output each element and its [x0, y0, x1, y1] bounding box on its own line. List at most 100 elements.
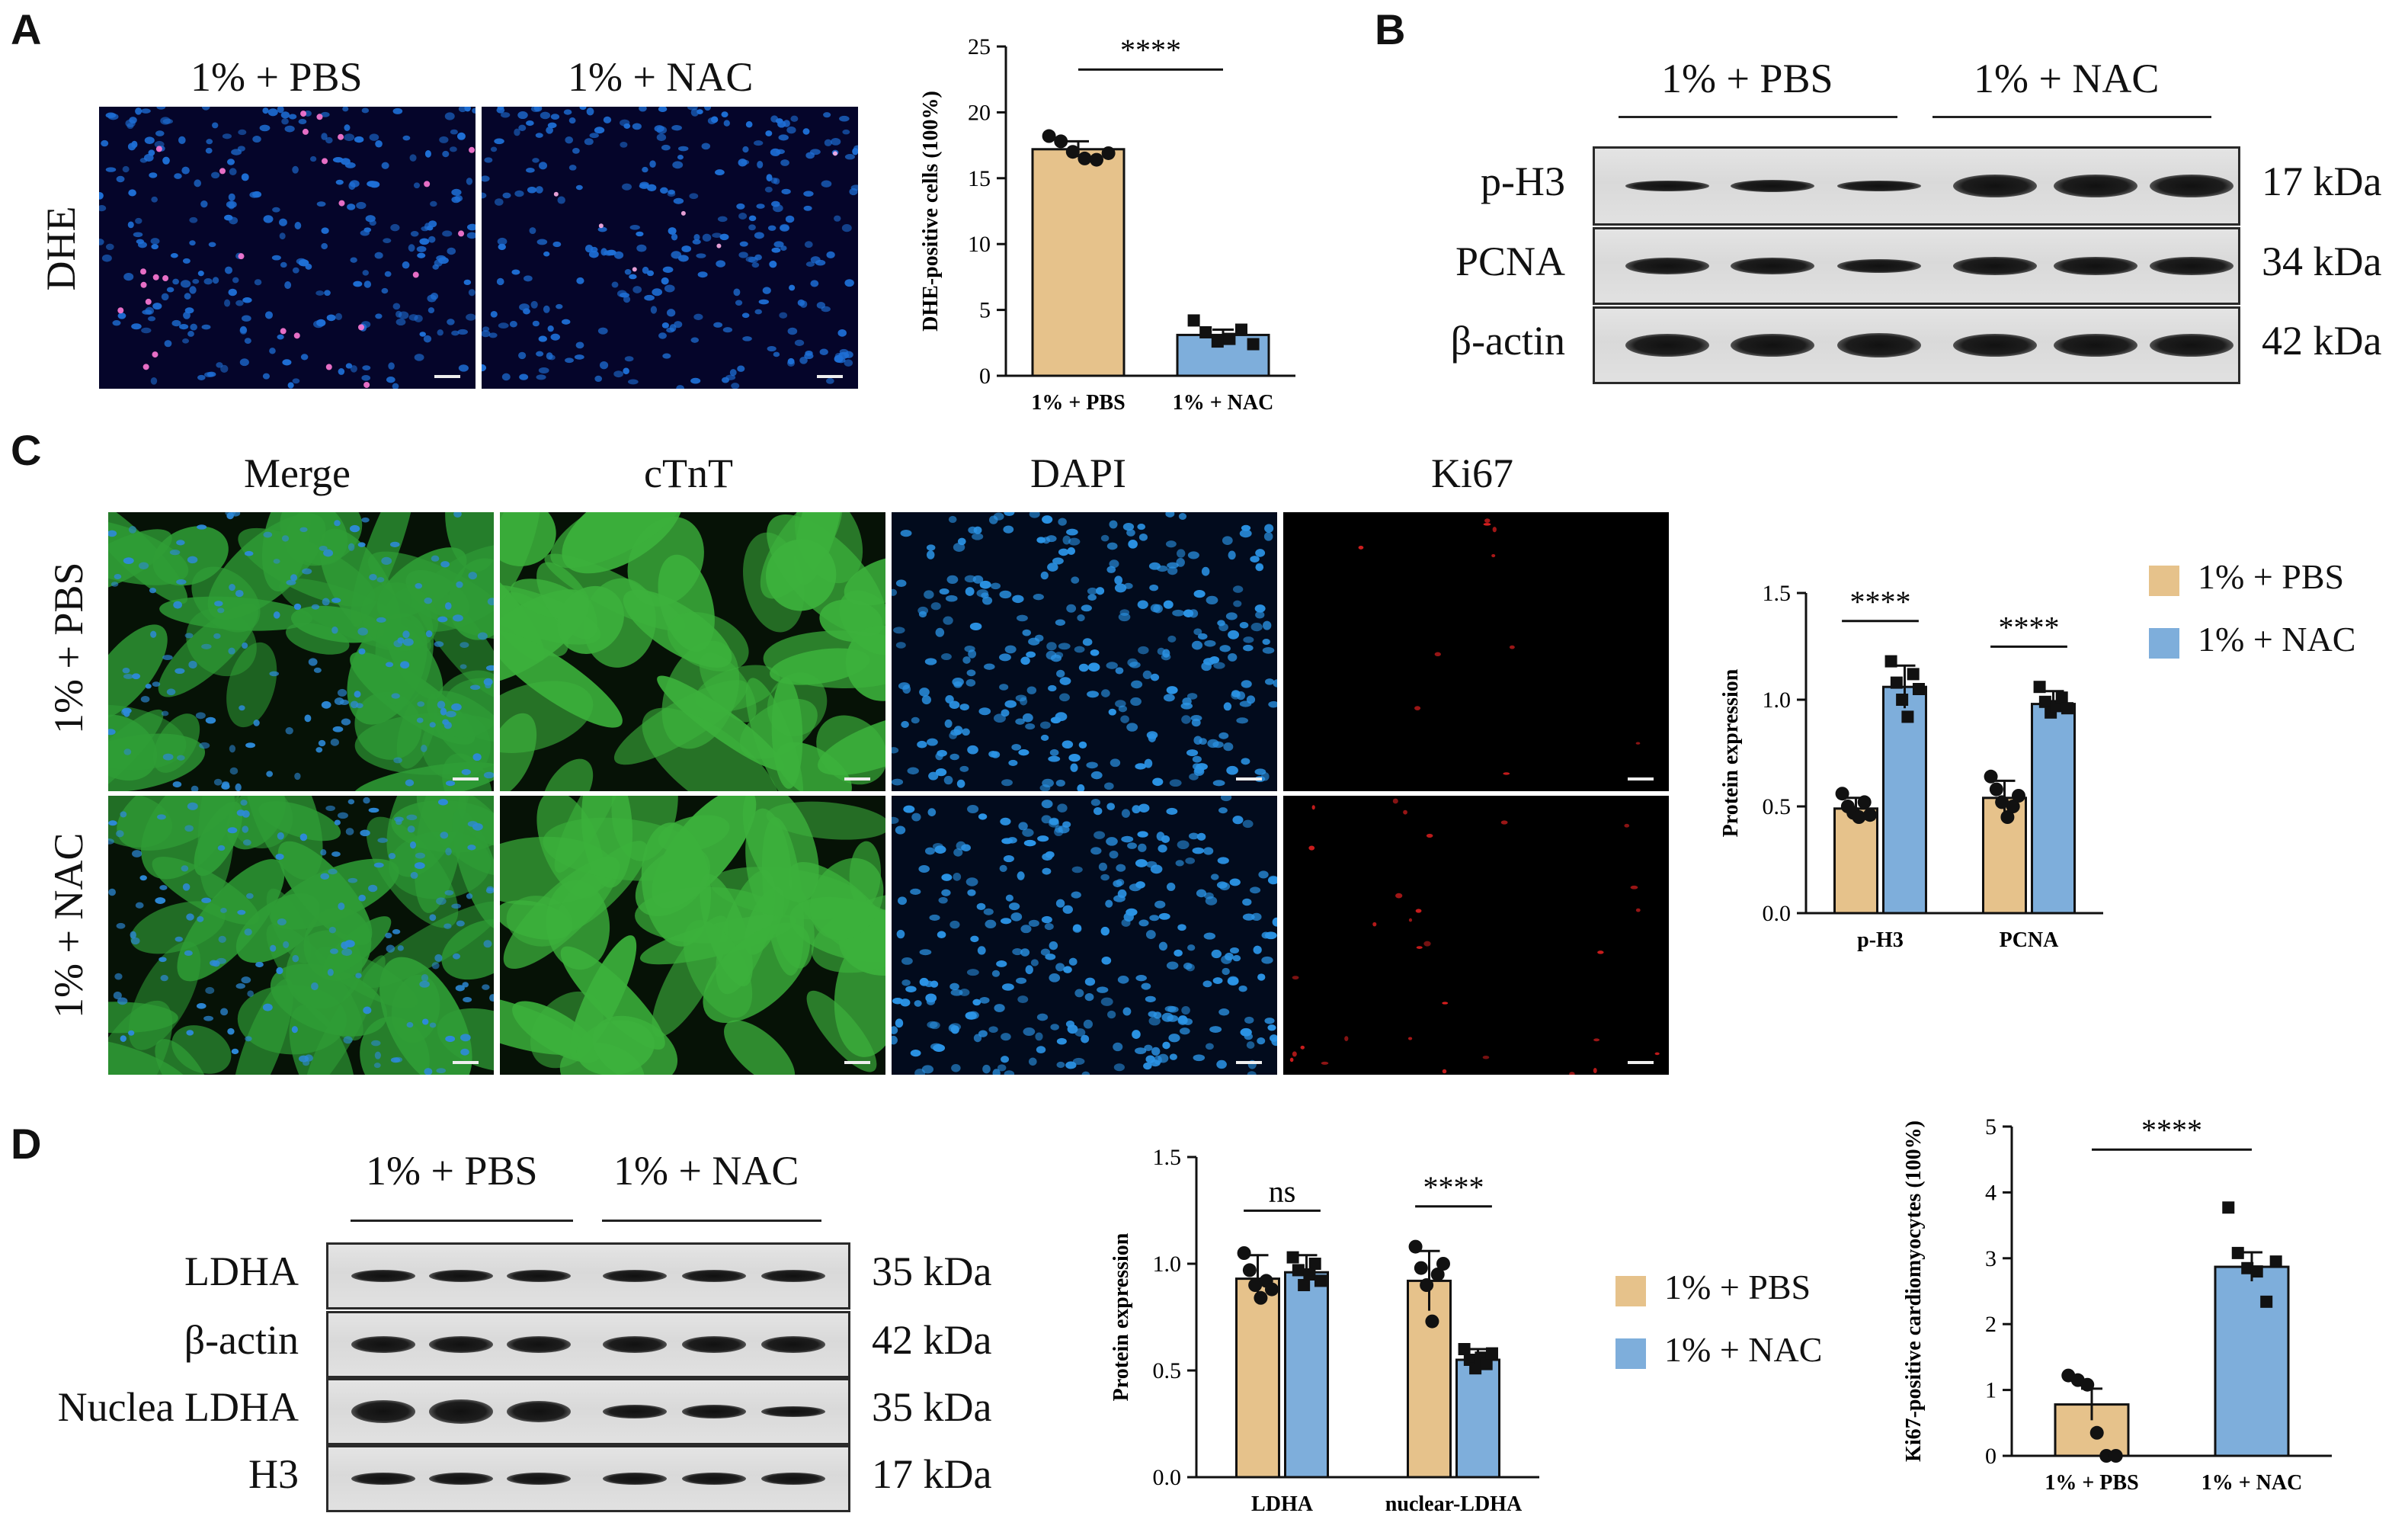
nucleus — [710, 116, 719, 123]
blot-band — [761, 1336, 825, 1353]
nucleus — [1078, 741, 1087, 748]
cell-fiber — [322, 916, 392, 976]
nucleus — [184, 307, 194, 314]
nucleus — [466, 313, 476, 321]
nucleus — [154, 140, 165, 148]
nucleus — [417, 701, 425, 707]
nucleus — [1137, 600, 1148, 609]
nucleus — [1126, 529, 1135, 537]
cell-fiber — [152, 526, 229, 586]
nucleus — [494, 138, 504, 145]
nucleus — [636, 244, 647, 252]
nucleus — [671, 125, 682, 131]
nucleus — [290, 574, 298, 582]
nucleus — [1017, 995, 1029, 1004]
nucleus — [460, 1034, 471, 1042]
nucleus — [1257, 1037, 1266, 1045]
nucleus — [299, 833, 308, 841]
nucleus — [766, 174, 773, 182]
data-point — [2055, 691, 2068, 704]
blot-band — [2054, 257, 2137, 275]
nucleus — [950, 729, 962, 736]
cell-fiber — [130, 901, 226, 954]
ki67-image-ctnt-nac — [500, 796, 885, 1075]
nucleus — [606, 249, 616, 256]
nucleus — [968, 649, 977, 659]
data-point — [1308, 1258, 1321, 1270]
nucleus — [442, 230, 453, 237]
nucleus — [1097, 986, 1109, 993]
nucleus — [211, 171, 220, 179]
nucleus — [1106, 542, 1118, 550]
nucleus — [1165, 512, 1175, 518]
nucleus — [1181, 715, 1191, 724]
nucleus — [1149, 915, 1160, 922]
nucleus — [1026, 686, 1037, 694]
nucleus — [381, 287, 389, 294]
nucleus — [222, 133, 232, 139]
nucleus — [639, 107, 647, 112]
nucleus — [1115, 700, 1126, 708]
nucleus — [603, 116, 612, 123]
nucleus — [1311, 805, 1315, 810]
nucleus — [999, 864, 1007, 873]
nucleus — [1113, 880, 1122, 888]
nucleus — [984, 663, 995, 670]
nucleus — [485, 665, 494, 672]
nucleus — [1262, 638, 1270, 646]
nucleus — [187, 802, 198, 810]
nucleus — [108, 530, 117, 537]
nucleus — [538, 367, 549, 373]
nucleus — [576, 277, 584, 284]
nucleus — [979, 580, 991, 589]
nucleus — [205, 716, 216, 724]
nucleus — [1635, 742, 1641, 745]
nucleus — [455, 985, 465, 992]
nucleus — [1004, 645, 1017, 654]
y-axis-label: Protein expression — [1719, 668, 1743, 837]
nucleus — [1569, 1072, 1575, 1075]
nucleus — [108, 820, 117, 826]
blot-band — [1953, 175, 2037, 197]
blot-band — [1625, 258, 1709, 274]
nucleus — [122, 165, 130, 173]
cell-fiber — [351, 512, 415, 627]
data-point — [1286, 1251, 1299, 1264]
nucleus — [1177, 924, 1186, 931]
nucleus — [717, 216, 728, 223]
nucleus — [969, 622, 982, 631]
nucleus — [227, 1027, 235, 1035]
nucleus — [1239, 621, 1249, 629]
nucleus — [330, 738, 339, 746]
nucleus — [1130, 697, 1142, 706]
stained-dot — [598, 223, 604, 229]
nucleus — [951, 1063, 961, 1072]
data-point — [1314, 1274, 1327, 1287]
blot-row — [1593, 227, 2240, 305]
nucleus — [344, 133, 355, 142]
nucleus — [415, 583, 423, 589]
nucleus — [116, 175, 125, 183]
nucleus — [1022, 828, 1034, 837]
nucleus — [429, 914, 437, 922]
nucleus — [941, 873, 953, 881]
nucleus — [466, 232, 476, 239]
nucleus — [375, 140, 383, 148]
nucleus — [905, 986, 917, 993]
nucleus — [1191, 718, 1201, 727]
legend-swatch-nac-d — [1615, 1338, 1646, 1369]
nucleus — [216, 957, 226, 964]
data-point — [1303, 1268, 1316, 1281]
nucleus — [1028, 919, 1039, 927]
nucleus — [1239, 700, 1252, 707]
nucleus — [1415, 909, 1422, 913]
nucleus — [1176, 558, 1185, 567]
nucleus — [921, 1065, 934, 1074]
nucleus — [175, 936, 183, 942]
nucleus — [623, 367, 629, 375]
blot-row-label: β-actin — [184, 1317, 299, 1363]
nucleus — [892, 997, 904, 1005]
nucleus — [1188, 832, 1199, 840]
blot-band — [1837, 181, 1921, 191]
nucleus — [332, 157, 344, 163]
